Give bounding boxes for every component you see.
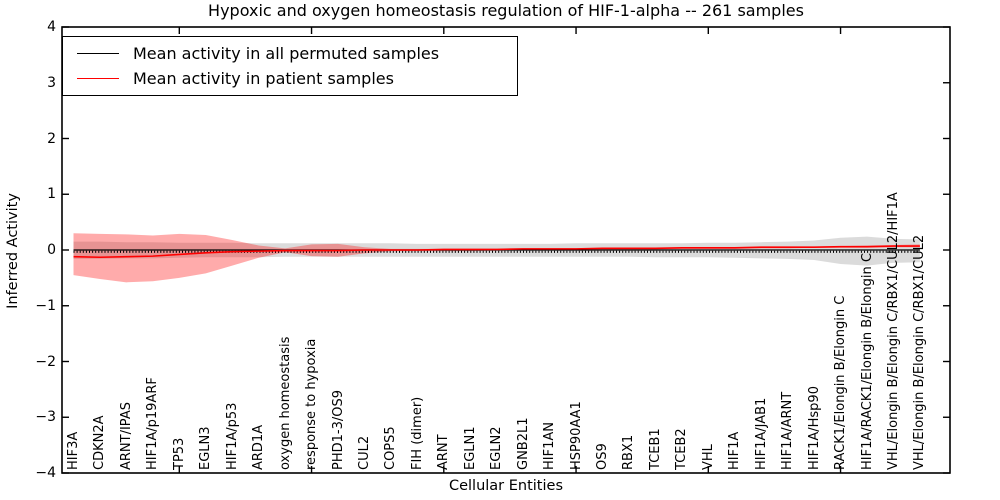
x-axis-title: Cellular Entities — [448, 478, 564, 494]
x-tick-label: VHL — [700, 444, 716, 470]
x-tick-label: VHL/Elongin B/Elongin C/RBX1/CUL2 — [912, 234, 928, 470]
legend-label-permuted: Mean activity in all permuted samples — [133, 44, 440, 63]
x-tick-label: HIF1A/JAB1 — [753, 397, 769, 470]
x-tick-label: oxygen homeostasis — [277, 336, 293, 470]
x-tick-label: OS9 — [595, 443, 610, 470]
x-tick-label: VHL/Elongin B/Elongin C/RBX1/CUL2/HIF1A — [885, 192, 901, 470]
x-tick-label: TCEB2 — [674, 428, 690, 470]
x-tick-label: TCEB1 — [647, 428, 663, 470]
y-tick-label: −3 — [35, 409, 56, 426]
chart-title: Hypoxic and oxygen homeostasis regulatio… — [208, 1, 804, 20]
x-tick-label: HIF1A/p53 — [224, 402, 240, 470]
x-tick-label: CDKN2A — [92, 415, 108, 470]
x-tick-label: GNB2L1 — [515, 417, 531, 470]
x-tick-label: HSP90AA1 — [568, 401, 584, 470]
x-tick-label: HIF1A/p19ARF — [145, 377, 161, 470]
y-tick-label: −4 — [35, 465, 56, 481]
x-tick-label: EGLN3 — [198, 426, 214, 470]
y-tick-label: 1 — [47, 186, 56, 203]
y-tick-label: −2 — [35, 353, 56, 370]
patient-mean-line — [73, 245, 920, 259]
patient-line-swatch — [77, 78, 119, 79]
y-axis-title: Inferred Activity — [5, 193, 21, 309]
x-tick-label: FIH (dimer) — [409, 396, 425, 470]
legend: Mean activity in all permuted samples Me… — [62, 36, 518, 96]
x-tick-label: HIF3A — [66, 431, 81, 470]
x-tick-label: HIF1AN — [542, 422, 558, 470]
permuted-band — [73, 236, 920, 266]
x-tick-label: ARD1A — [251, 424, 267, 470]
x-tick-label: ARNT — [436, 434, 452, 470]
y-tick-label: 0 — [47, 242, 56, 258]
x-tick-label: TP53 — [171, 437, 187, 470]
x-tick-label: HIF1A — [727, 431, 743, 470]
legend-label-patient: Mean activity in patient samples — [133, 69, 394, 88]
y-tick-label: 3 — [47, 74, 56, 91]
x-tick-label: ARNT/IPAS — [118, 402, 134, 470]
patient-band — [73, 233, 920, 283]
y-tick-label: −1 — [35, 297, 56, 314]
legend-item-patient: Mean activity in patient samples — [63, 66, 517, 91]
y-tick-label: 2 — [47, 130, 56, 147]
y-tick-label: 4 — [47, 19, 56, 35]
x-tick-label: HIF1A/RACK1/Elongin B/Elongin C — [859, 253, 875, 470]
x-tick-label: RACK1/Elongin B/Elongin C — [833, 295, 849, 470]
x-tick-label: CUL2 — [356, 435, 372, 470]
permuted-line-swatch — [77, 53, 119, 54]
x-tick-label: PHD1-3/OS9 — [330, 390, 346, 470]
x-tick-label: EGLN1 — [462, 426, 478, 470]
x-tick-label: response to hypoxia — [304, 338, 320, 470]
x-tick-label: RBX1 — [621, 434, 637, 470]
legend-item-permuted: Mean activity in all permuted samples — [63, 41, 517, 66]
x-tick-label: HIF1A/Hsp90 — [806, 386, 822, 470]
x-tick-label: EGLN2 — [489, 426, 505, 470]
x-tick-label: COPS5 — [383, 426, 399, 470]
x-tick-label: HIF1A/ARNT — [780, 391, 796, 470]
